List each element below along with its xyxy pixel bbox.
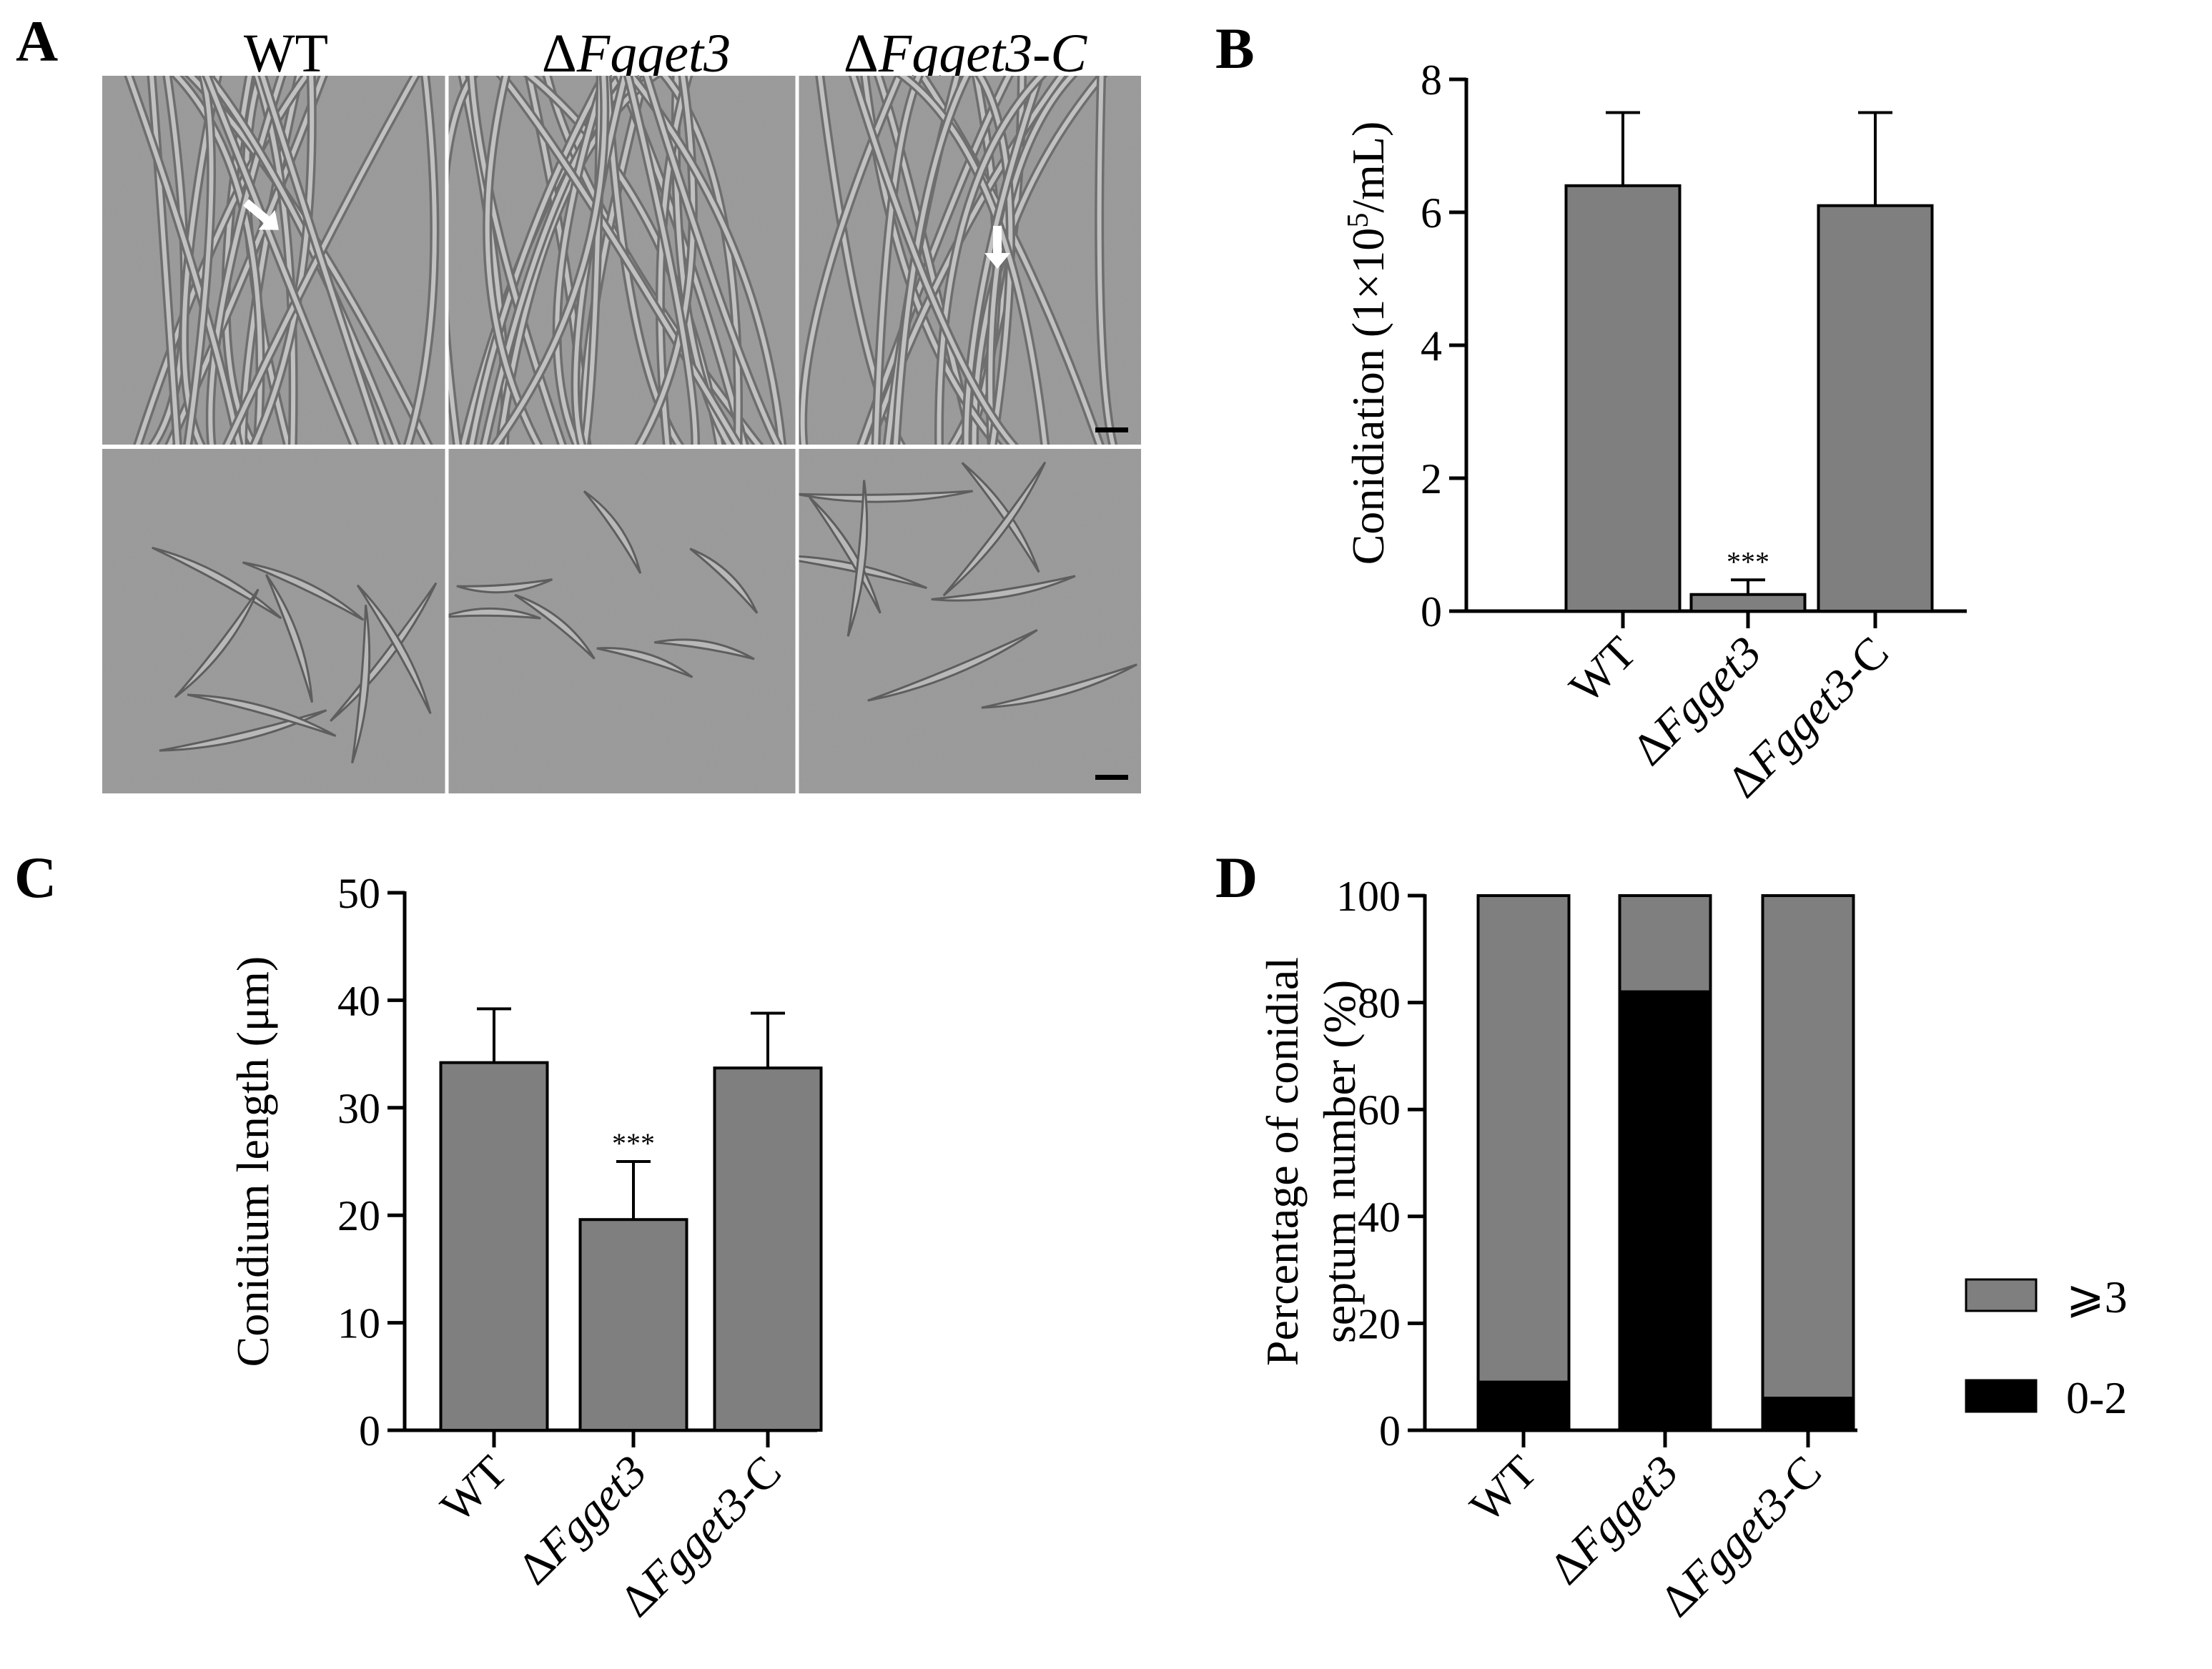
y-tick-label: 2 — [1421, 455, 1442, 502]
conidium — [942, 461, 1047, 597]
y-tick-label: 40 — [337, 977, 380, 1024]
micrograph-tile — [448, 449, 796, 793]
chart-d-septum-percentage: 020406080100WTΔFgget3ΔFgget3-CPercentage… — [1257, 873, 2128, 1626]
micrograph-tile — [102, 76, 447, 445]
legend-swatch — [1965, 1278, 2038, 1312]
conidium — [867, 628, 1038, 702]
conidium — [799, 554, 927, 590]
bar-group: WT — [430, 1007, 549, 1532]
panel-a-header-complemented: ΔFgget3-C — [844, 24, 1087, 84]
scale-bar — [1095, 427, 1128, 432]
conidium — [265, 574, 314, 703]
panel-label-a: A — [16, 9, 58, 74]
micrograph-tile — [448, 76, 796, 445]
conidium — [448, 607, 541, 620]
scale-bar — [1095, 775, 1128, 780]
y-tick-label: 50 — [337, 870, 380, 917]
legend-swatch — [1965, 1379, 2038, 1413]
panel-label-d: D — [1215, 845, 1258, 910]
y-tick-label: 0 — [1421, 588, 1442, 635]
legend-label: ⩾3 — [2066, 1272, 2128, 1322]
conidium — [159, 709, 327, 752]
y-tick-label: 10 — [337, 1300, 380, 1347]
conidium — [174, 588, 260, 698]
y-tick-label: 80 — [1358, 980, 1401, 1027]
y-tick-label: 100 — [1336, 873, 1401, 920]
category-label: WT — [430, 1446, 517, 1532]
legend-item: 0-2 — [1965, 1372, 2127, 1423]
conidium — [242, 561, 365, 621]
conidium — [583, 490, 642, 574]
conidium — [351, 605, 371, 764]
bar — [713, 1066, 823, 1432]
legend-label: 0-2 — [2066, 1372, 2127, 1423]
panel-a-header-wt: WT — [244, 24, 328, 84]
y-tick-label: 4 — [1421, 322, 1442, 370]
y-tick-label: 20 — [337, 1192, 380, 1239]
category-label: WT — [1460, 1446, 1546, 1532]
micrograph-tile — [799, 76, 1141, 445]
bar — [1689, 593, 1807, 613]
conidium — [356, 584, 432, 715]
chart-c-conidium-length: 01020304050WT***ΔFgget3ΔFgget3-CConidium… — [227, 870, 823, 1626]
y-axis-title-line: septum number (%) — [1314, 980, 1365, 1343]
y-tick-label: 20 — [1358, 1300, 1401, 1347]
conidium — [846, 480, 869, 637]
conidium — [931, 575, 1076, 602]
conidium — [330, 582, 438, 722]
conidium — [456, 578, 553, 594]
bar-segment-0-2 — [1476, 1380, 1571, 1432]
micrograph-tile — [799, 449, 1141, 793]
bar-segment-ge3 — [1476, 894, 1571, 1384]
y-axis-title: Conidium length (μm) — [227, 956, 278, 1367]
y-tick-label: 0 — [1379, 1407, 1401, 1455]
y-tick-label: 0 — [359, 1407, 380, 1455]
significance-label: *** — [1727, 545, 1769, 578]
bar-segment-0-2 — [1618, 990, 1712, 1432]
conidium — [981, 663, 1137, 709]
bar — [1564, 184, 1682, 613]
conidium — [187, 693, 337, 737]
bar — [578, 1218, 688, 1432]
y-tick-label: 30 — [337, 1085, 380, 1132]
y-tick-label: 6 — [1421, 189, 1442, 237]
conidium — [514, 593, 596, 660]
conidium — [596, 647, 693, 678]
y-axis-title: Conidiation (1×105/mL) — [1342, 122, 1393, 565]
bar-segment-ge3 — [1761, 894, 1855, 1400]
arrow-icon — [243, 199, 279, 230]
stacked-bar: WT — [1460, 894, 1571, 1532]
conidium — [799, 490, 973, 503]
category-label: WT — [1559, 627, 1646, 713]
panel-label-c: C — [14, 845, 56, 910]
bar-segment-ge3 — [1618, 894, 1712, 994]
bar — [1817, 204, 1934, 613]
significance-label: *** — [612, 1127, 655, 1159]
bar-group: ΔFgget3-C — [1717, 111, 1934, 807]
bar-segment-0-2 — [1761, 1397, 1855, 1432]
conidium — [961, 462, 1040, 573]
conidium — [653, 638, 755, 660]
legend: ⩾3 0-2 — [1965, 1272, 2128, 1423]
micrograph-grid — [102, 76, 1141, 793]
y-tick-label: 60 — [1358, 1086, 1401, 1134]
y-tick-label: 8 — [1421, 56, 1442, 104]
arrow-icon — [984, 226, 1010, 269]
panel-label-b: B — [1215, 16, 1255, 81]
micrograph-tile — [102, 449, 447, 793]
conidium — [689, 548, 759, 614]
bar — [439, 1061, 549, 1432]
category-label: ΔFgget3 — [1539, 1446, 1687, 1594]
y-tick-label: 40 — [1358, 1194, 1401, 1241]
legend-item: ⩾3 — [1965, 1272, 2128, 1322]
bar-group: WT — [1559, 111, 1682, 713]
y-axis-title-line: Percentage of conidial — [1257, 957, 1308, 1366]
conidium — [152, 546, 282, 620]
panel-a-header-mutant: ΔFgget3 — [542, 24, 731, 84]
conidium — [809, 496, 882, 614]
